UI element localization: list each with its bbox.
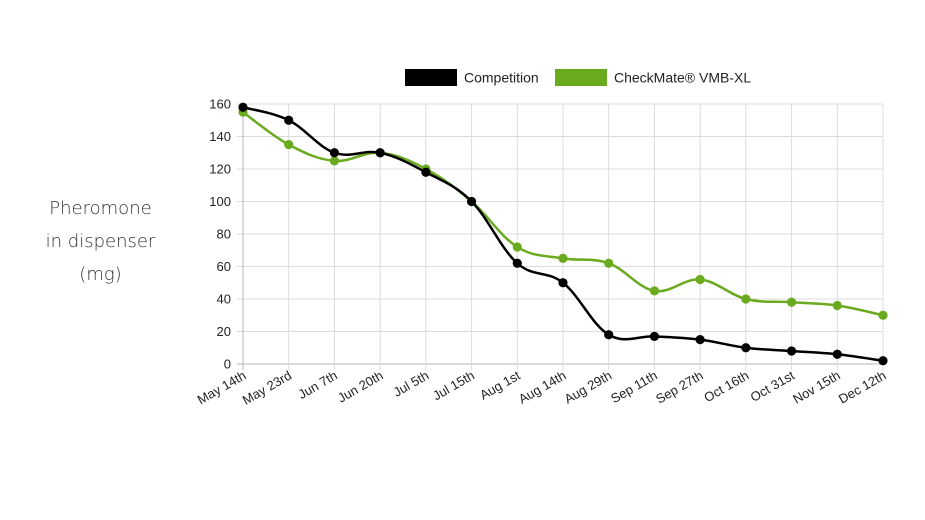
data-point[interactable] xyxy=(512,258,522,268)
y-axis-label-line-3: (mg) xyxy=(79,264,122,285)
y-axis-label-line-1: Pheromone xyxy=(49,198,152,219)
legend[interactable]: Competition CheckMate® VMB-XL xyxy=(405,69,751,86)
y-axis-label: Pheromone in dispenser (mg) xyxy=(18,192,183,291)
legend-swatch xyxy=(555,69,607,86)
x-tick-label: Oct 16th xyxy=(701,368,751,406)
data-point[interactable] xyxy=(786,346,797,356)
legend-label: Competition xyxy=(464,70,539,86)
data-point[interactable] xyxy=(695,335,705,345)
y-tick-label: 120 xyxy=(209,162,231,177)
data-point[interactable] xyxy=(558,253,568,263)
data-point[interactable] xyxy=(832,300,842,311)
series-group xyxy=(238,102,888,366)
data-point[interactable] xyxy=(878,310,888,320)
data-point[interactable] xyxy=(558,278,568,288)
x-tick-label: Jun 7th xyxy=(295,368,339,402)
y-tick-label: 100 xyxy=(209,194,231,209)
y-tick-label: 60 xyxy=(217,259,231,274)
data-point[interactable] xyxy=(284,115,294,125)
x-tick-label: Jul 15th xyxy=(430,368,477,404)
y-tick-label: 160 xyxy=(209,97,231,112)
y-tick-label: 0 xyxy=(224,357,231,372)
y-axis-label-line-2: in dispenser xyxy=(45,231,156,252)
y-tick-label: 20 xyxy=(217,324,231,339)
x-tick-label: Aug 14th xyxy=(516,368,569,407)
y-tick-labels: 0 20 40 60 80 100 120 140 160 xyxy=(209,97,231,372)
data-point[interactable] xyxy=(604,258,614,268)
x-tick-label: Jun 20th xyxy=(335,368,386,406)
data-point[interactable] xyxy=(466,196,477,207)
data-point[interactable] xyxy=(421,167,431,177)
x-tick-label: Jul 5th xyxy=(391,368,432,400)
legend-item-0[interactable]: Competition xyxy=(405,69,539,86)
data-point[interactable] xyxy=(329,148,340,158)
data-point[interactable] xyxy=(238,102,248,112)
data-point[interactable] xyxy=(741,294,751,304)
data-point[interactable] xyxy=(878,356,888,366)
legend-label: CheckMate® VMB-XL xyxy=(614,70,751,86)
x-tick-label: Aug 1st xyxy=(477,367,523,402)
grid xyxy=(237,103,884,370)
y-tick-label: 40 xyxy=(217,292,231,307)
series-0 xyxy=(238,102,888,366)
data-point[interactable] xyxy=(604,330,614,340)
x-tick-label: Aug 29th xyxy=(562,368,615,407)
data-point[interactable] xyxy=(649,331,660,341)
x-tick-label: Sep 11th xyxy=(608,368,660,407)
legend-swatch xyxy=(405,69,457,86)
x-tick-label: May 14th xyxy=(195,368,249,408)
y-tick-label: 140 xyxy=(209,129,231,144)
data-point[interactable] xyxy=(375,148,385,158)
x-tick-label: May 23rd xyxy=(240,368,294,408)
legend-item-1[interactable]: CheckMate® VMB-XL xyxy=(555,69,751,86)
data-point[interactable] xyxy=(329,156,340,166)
data-point[interactable] xyxy=(695,274,705,285)
x-tick-label: Oct 31st xyxy=(748,367,798,404)
x-tick-label: Dec 12th xyxy=(836,368,889,407)
data-point[interactable] xyxy=(832,349,842,359)
x-tick-label: Nov 15th xyxy=(790,368,843,407)
data-point[interactable] xyxy=(284,140,294,150)
x-tick-label: Sep 27th xyxy=(653,368,706,407)
data-point[interactable] xyxy=(649,286,660,296)
data-point[interactable] xyxy=(786,297,797,307)
data-point[interactable] xyxy=(741,343,751,353)
y-tick-label: 80 xyxy=(217,227,231,242)
data-point[interactable] xyxy=(512,242,522,252)
